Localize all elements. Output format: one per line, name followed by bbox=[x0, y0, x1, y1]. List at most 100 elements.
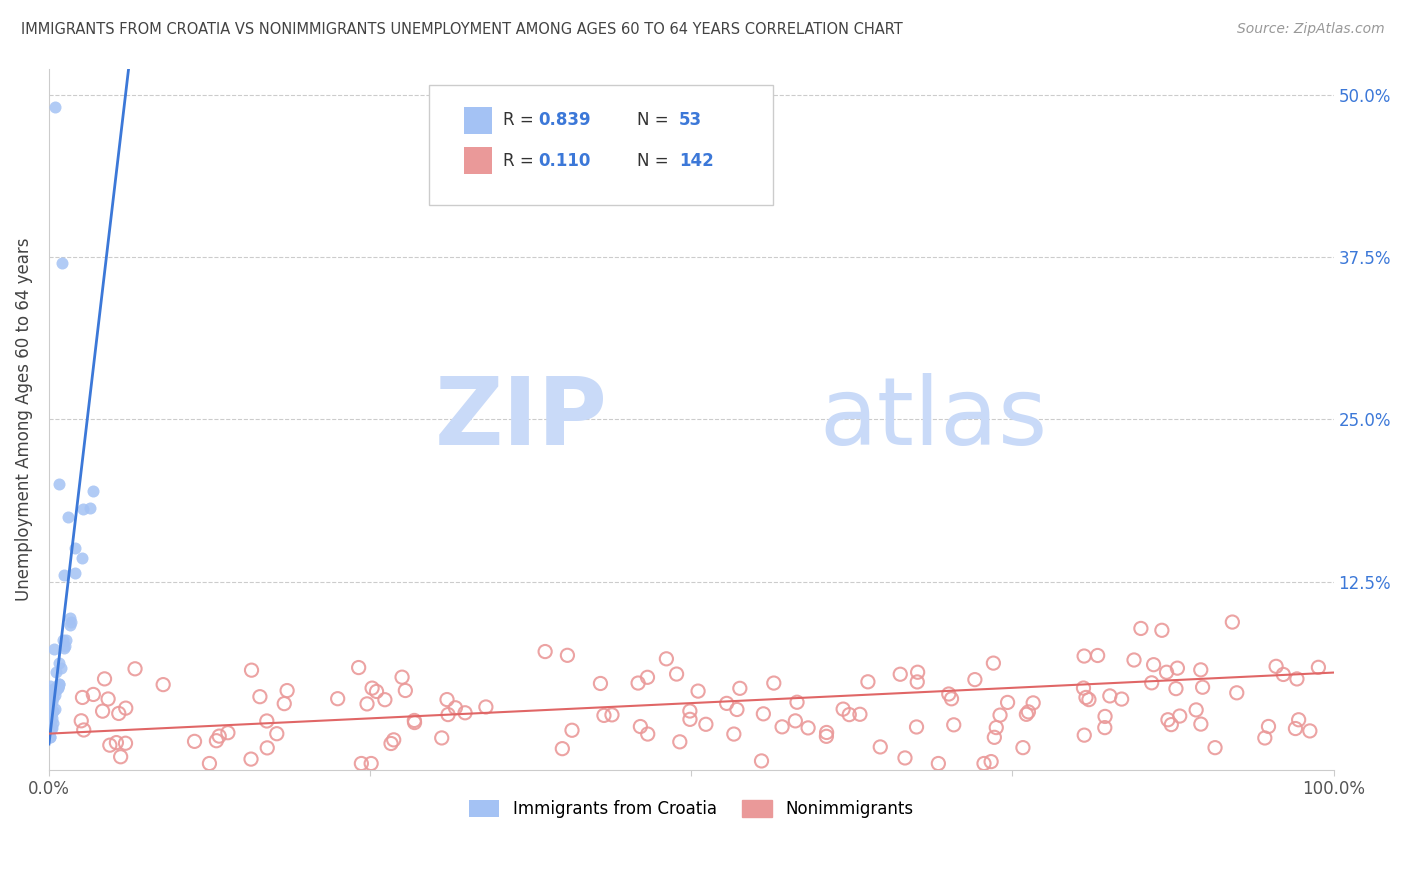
Point bbox=[938, 687, 960, 701]
Point bbox=[1022, 696, 1045, 710]
Point bbox=[39, 730, 62, 744]
Point bbox=[869, 739, 891, 754]
Point bbox=[52, 633, 75, 648]
Point bbox=[366, 684, 388, 698]
Point bbox=[751, 754, 773, 768]
Point bbox=[51, 256, 73, 270]
Point bbox=[105, 736, 128, 750]
Point bbox=[256, 714, 278, 728]
Point bbox=[183, 734, 205, 748]
Point bbox=[665, 667, 688, 681]
Point bbox=[1094, 721, 1116, 735]
Point bbox=[1189, 717, 1212, 731]
Point bbox=[124, 662, 146, 676]
Point bbox=[361, 681, 384, 695]
Point bbox=[356, 697, 378, 711]
Point bbox=[905, 720, 928, 734]
Point bbox=[380, 737, 402, 751]
Point bbox=[1073, 648, 1095, 663]
Point bbox=[1220, 615, 1243, 629]
Point bbox=[48, 677, 70, 691]
Point bbox=[927, 756, 949, 771]
Point bbox=[1087, 648, 1109, 663]
Point bbox=[941, 691, 963, 706]
Point bbox=[1288, 713, 1310, 727]
Point bbox=[48, 681, 70, 695]
Point bbox=[41, 711, 63, 725]
Point bbox=[1111, 692, 1133, 706]
Point bbox=[382, 732, 405, 747]
Point bbox=[1160, 717, 1182, 731]
Point bbox=[72, 502, 94, 516]
Point bbox=[41, 706, 63, 721]
Point bbox=[1185, 703, 1208, 717]
Point bbox=[39, 696, 62, 710]
Point bbox=[436, 692, 458, 706]
Point bbox=[55, 633, 77, 648]
Point bbox=[73, 723, 96, 737]
Point bbox=[79, 500, 101, 515]
Point bbox=[91, 704, 114, 718]
Point bbox=[983, 731, 1005, 745]
Point bbox=[107, 706, 129, 721]
Point bbox=[1265, 659, 1288, 673]
Point bbox=[48, 677, 70, 691]
Point bbox=[266, 727, 288, 741]
Point bbox=[240, 752, 263, 766]
Point bbox=[53, 640, 76, 654]
Legend: Immigrants from Croatia, Nonimmigrants: Immigrants from Croatia, Nonimmigrants bbox=[463, 793, 920, 825]
Point bbox=[41, 695, 63, 709]
Point bbox=[59, 618, 82, 632]
Point bbox=[437, 707, 460, 722]
Point bbox=[986, 721, 1008, 735]
Point bbox=[637, 670, 659, 684]
Point bbox=[973, 756, 995, 771]
Point bbox=[44, 101, 66, 115]
Point bbox=[983, 656, 1005, 670]
Point bbox=[637, 727, 659, 741]
Point bbox=[1094, 709, 1116, 723]
Text: Source: ZipAtlas.com: Source: ZipAtlas.com bbox=[1237, 22, 1385, 37]
Point bbox=[53, 568, 76, 582]
Text: R =: R = bbox=[503, 152, 534, 169]
Point bbox=[997, 695, 1019, 709]
Point bbox=[1073, 728, 1095, 742]
Point bbox=[980, 755, 1002, 769]
Point bbox=[41, 716, 63, 731]
Point bbox=[723, 727, 745, 741]
Point bbox=[762, 676, 785, 690]
Point bbox=[1164, 681, 1187, 696]
Point bbox=[894, 751, 917, 765]
Point bbox=[1204, 740, 1226, 755]
Point bbox=[42, 704, 65, 718]
Point bbox=[205, 733, 228, 747]
Point bbox=[728, 681, 751, 696]
Text: ZIP: ZIP bbox=[434, 373, 607, 466]
Point bbox=[152, 678, 174, 692]
Point bbox=[551, 741, 574, 756]
Point bbox=[82, 484, 104, 499]
Point bbox=[752, 706, 775, 721]
Point bbox=[98, 738, 121, 752]
Point bbox=[217, 725, 239, 739]
Point bbox=[240, 663, 263, 677]
Point bbox=[716, 697, 738, 711]
Point bbox=[942, 718, 965, 732]
Text: N =: N = bbox=[637, 152, 668, 169]
Point bbox=[65, 566, 87, 580]
Point bbox=[44, 702, 66, 716]
Point bbox=[391, 670, 413, 684]
Point bbox=[45, 683, 67, 698]
Point bbox=[815, 729, 838, 743]
Point bbox=[1226, 686, 1249, 700]
Point bbox=[39, 714, 62, 729]
Point bbox=[770, 720, 793, 734]
Point bbox=[430, 731, 453, 745]
Point bbox=[1156, 665, 1178, 680]
Point bbox=[110, 749, 132, 764]
Point bbox=[45, 680, 67, 694]
Point bbox=[249, 690, 271, 704]
Point bbox=[1166, 661, 1188, 675]
Point bbox=[1074, 690, 1097, 705]
Point bbox=[326, 691, 349, 706]
